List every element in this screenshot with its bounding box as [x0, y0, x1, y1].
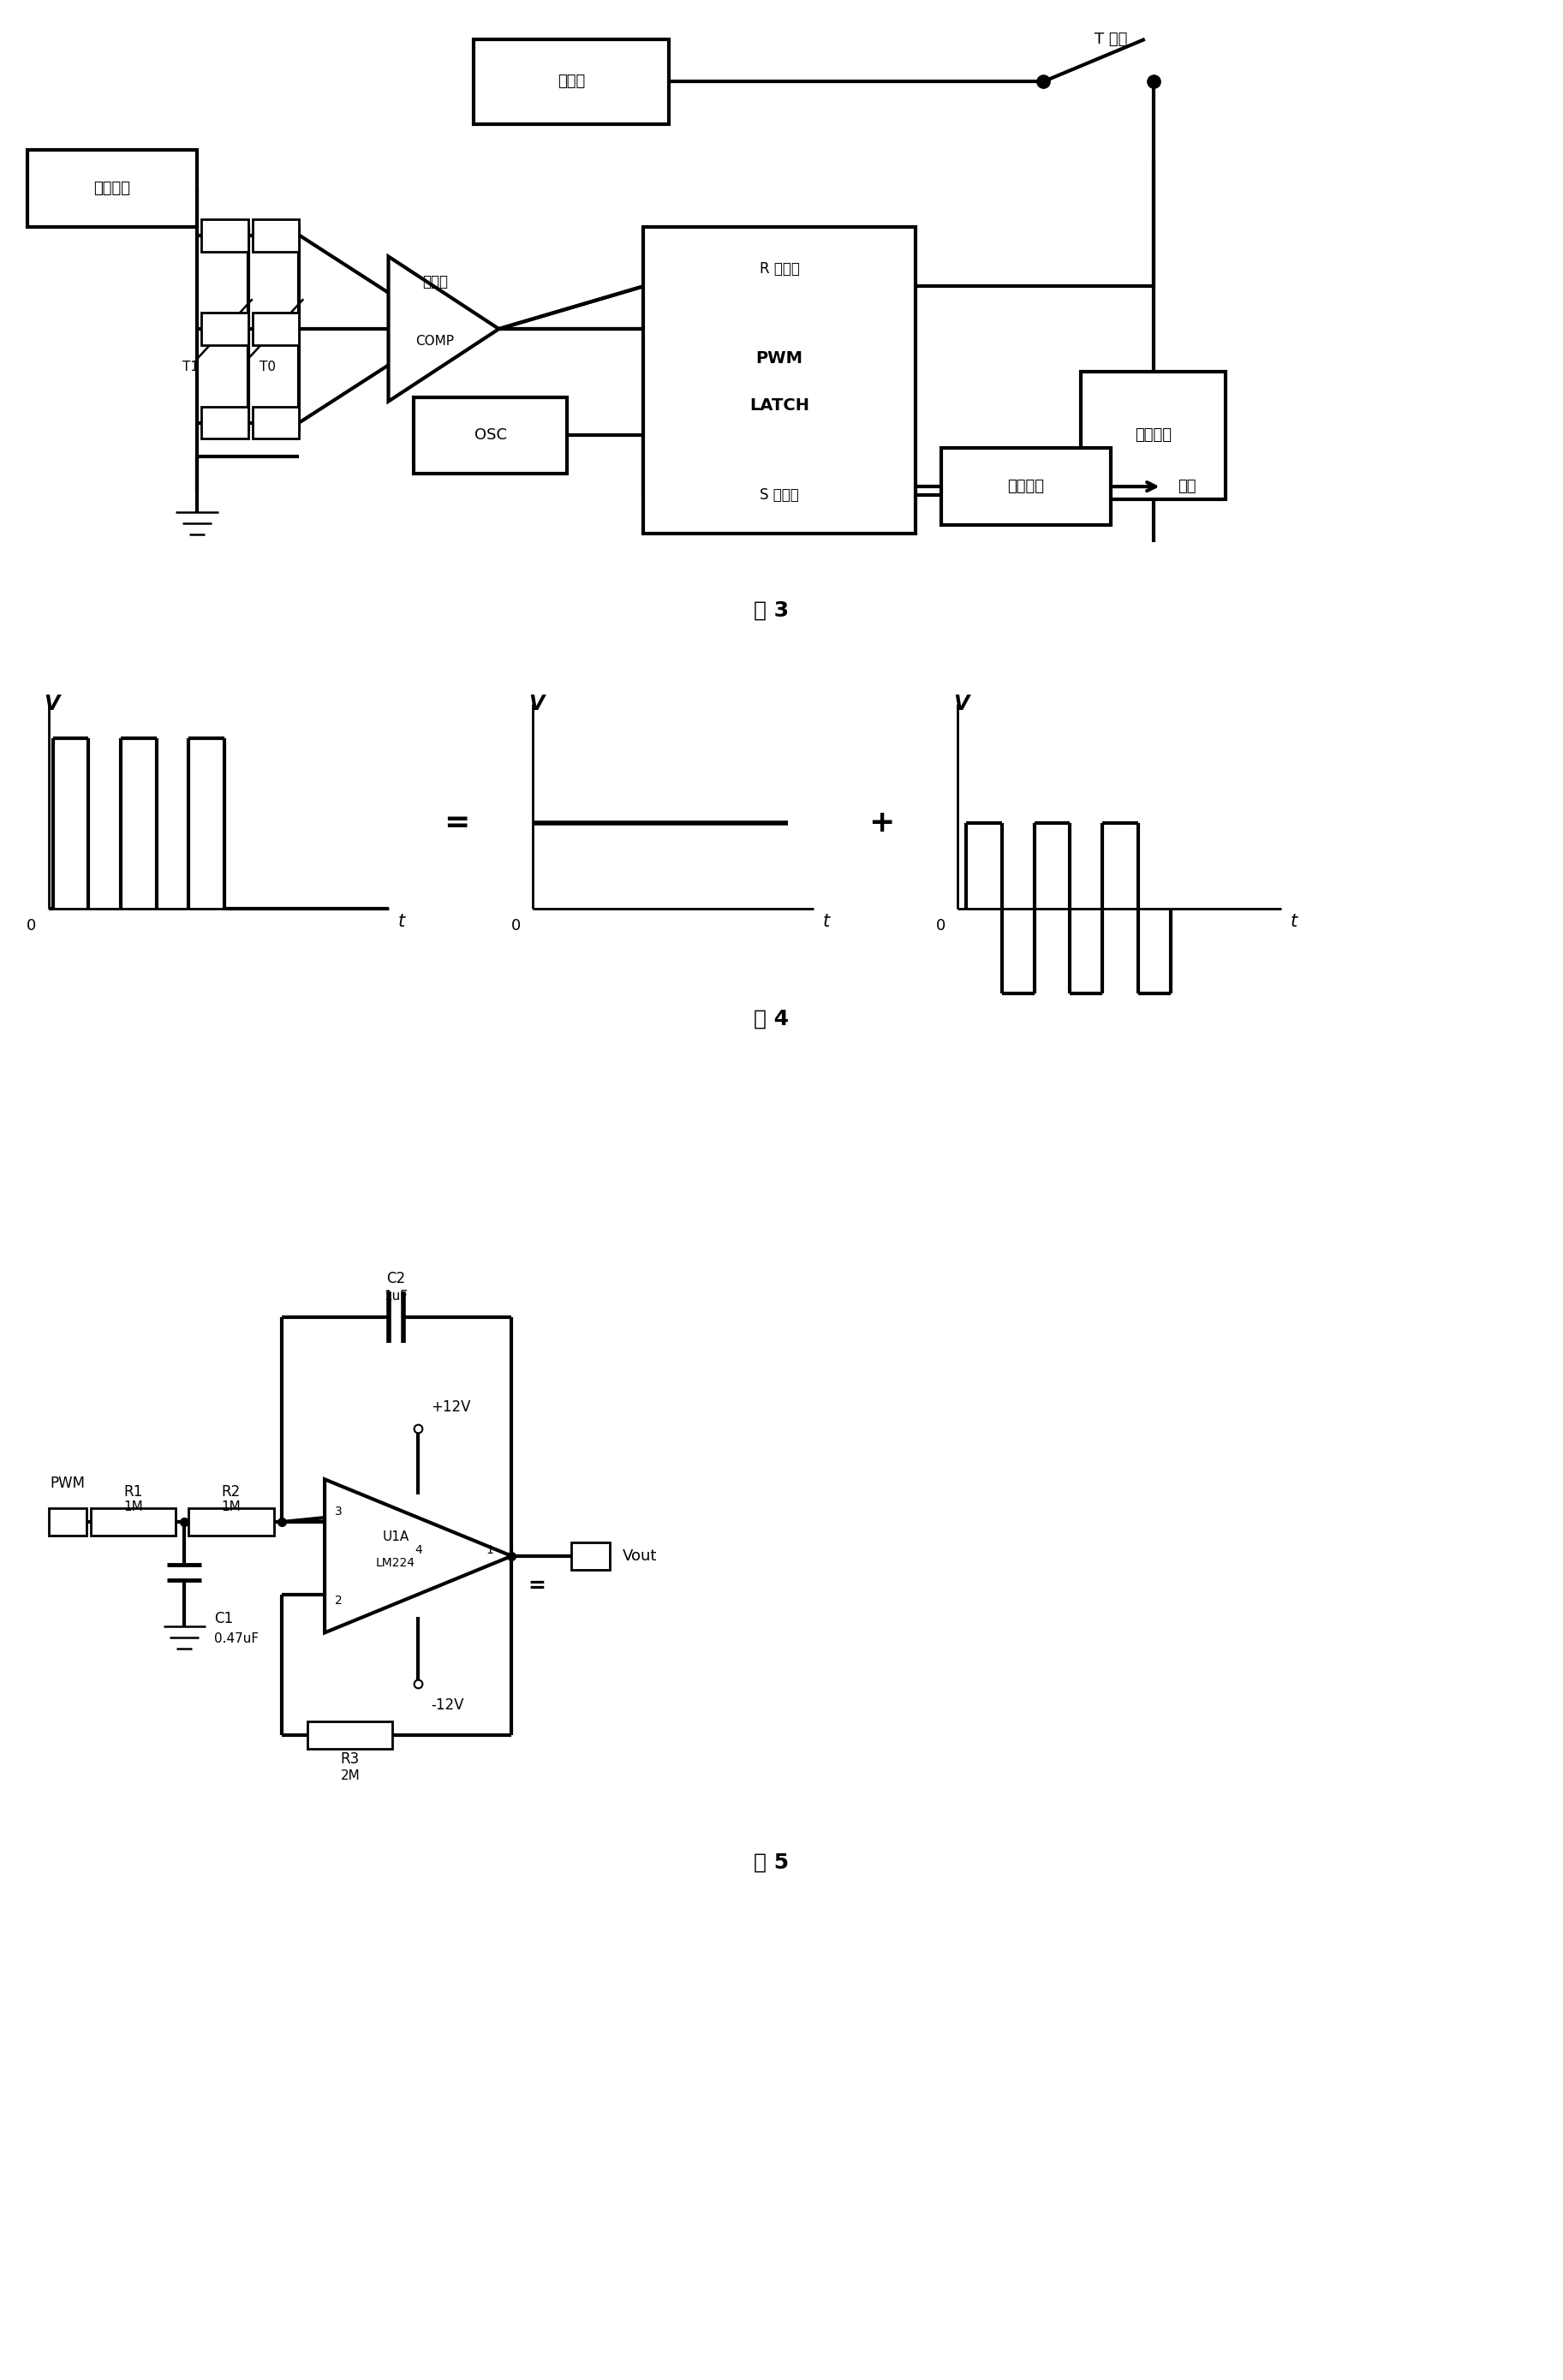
Text: t: t — [822, 912, 830, 931]
Text: 比较器: 比较器 — [422, 274, 449, 290]
Bar — [252, 407, 299, 438]
Text: T0: T0 — [259, 362, 275, 374]
Text: 加热电阻: 加热电阻 — [1135, 428, 1172, 443]
Text: 0.47uF: 0.47uF — [214, 1633, 259, 1645]
Text: S 置位端: S 置位端 — [760, 488, 799, 502]
Bar — [27, 150, 197, 226]
Text: 2: 2 — [334, 1595, 342, 1606]
Text: 0: 0 — [27, 919, 36, 933]
Bar — [474, 38, 669, 124]
Bar — [202, 219, 249, 252]
Text: 0: 0 — [511, 919, 520, 933]
Text: 1: 1 — [486, 1545, 494, 1557]
Text: 图 4: 图 4 — [753, 1009, 788, 1031]
Bar — [252, 312, 299, 345]
Text: 3: 3 — [334, 1507, 342, 1518]
Text: =: = — [444, 809, 469, 838]
Bar — [189, 1509, 274, 1535]
Text: 上报: 上报 — [1179, 478, 1197, 495]
Text: R2: R2 — [222, 1485, 241, 1499]
Bar — [252, 219, 299, 252]
Bar — [570, 1542, 610, 1571]
Text: 2M: 2M — [341, 1768, 359, 1783]
Bar — [202, 407, 249, 438]
Text: 恒流源: 恒流源 — [558, 74, 585, 90]
Text: C1: C1 — [214, 1611, 233, 1628]
Text: T1: T1 — [183, 362, 199, 374]
Text: OSC: OSC — [474, 428, 506, 443]
Bar — [91, 1509, 177, 1535]
Text: Vout: Vout — [622, 1549, 656, 1564]
Text: PWM: PWM — [756, 350, 803, 367]
Text: V: V — [44, 693, 59, 714]
Text: t: t — [1289, 912, 1297, 931]
Text: -12V: -12V — [431, 1697, 464, 1714]
Text: U1A: U1A — [383, 1530, 410, 1545]
Text: 图 3: 图 3 — [753, 600, 788, 621]
Bar — [1082, 371, 1225, 500]
Text: 0: 0 — [936, 919, 946, 933]
Text: T 开关: T 开关 — [1094, 31, 1127, 48]
Text: V: V — [953, 693, 969, 714]
Text: =: = — [528, 1576, 545, 1597]
Text: R1: R1 — [123, 1485, 142, 1499]
Text: R3: R3 — [341, 1752, 359, 1766]
Text: V: V — [528, 693, 544, 714]
Text: 4: 4 — [414, 1545, 422, 1557]
Bar — [202, 312, 249, 345]
Text: 1M: 1M — [222, 1499, 241, 1514]
Text: C2: C2 — [386, 1271, 405, 1288]
Text: LATCH: LATCH — [749, 397, 810, 414]
Text: 图 5: 图 5 — [753, 1852, 788, 1873]
Bar — [414, 397, 567, 474]
Bar — [308, 1721, 392, 1749]
Text: +: + — [869, 809, 894, 838]
Bar — [48, 1509, 86, 1535]
Text: 1M: 1M — [123, 1499, 144, 1514]
Bar — [644, 226, 916, 533]
Text: PWM: PWM — [50, 1476, 84, 1492]
Text: COMP: COMP — [416, 336, 455, 347]
Bar — [941, 447, 1111, 526]
Text: 基准电压: 基准电压 — [94, 181, 131, 195]
Text: 1uF: 1uF — [384, 1290, 408, 1302]
Text: LM224: LM224 — [377, 1557, 416, 1568]
Text: +12V: +12V — [431, 1399, 470, 1414]
Text: 功率检测: 功率检测 — [1008, 478, 1044, 495]
Text: R 复位端: R 复位端 — [760, 262, 799, 276]
Text: t: t — [397, 912, 405, 931]
